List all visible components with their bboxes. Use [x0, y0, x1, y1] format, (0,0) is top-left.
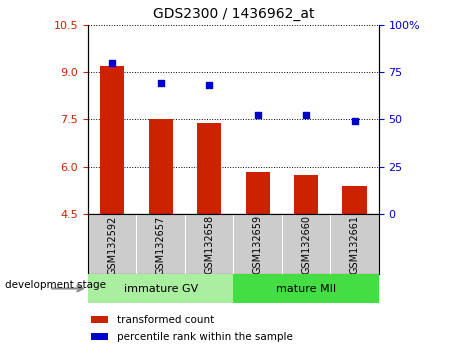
- Bar: [148, 119, 173, 214]
- Text: GSM132660: GSM132660: [301, 215, 311, 274]
- Text: GSM132592: GSM132592: [107, 215, 117, 275]
- Bar: [342, 186, 367, 214]
- Text: GSM132661: GSM132661: [350, 215, 359, 274]
- Point: [109, 60, 116, 65]
- Title: GDS2300 / 1436962_at: GDS2300 / 1436962_at: [152, 7, 314, 21]
- Point: [206, 82, 213, 87]
- Bar: [91, 316, 108, 323]
- Bar: [88, 274, 234, 303]
- Bar: [91, 333, 108, 340]
- Bar: [245, 172, 270, 214]
- Text: GSM132658: GSM132658: [204, 215, 214, 274]
- Point: [254, 112, 261, 118]
- Bar: [100, 66, 124, 214]
- Text: percentile rank within the sample: percentile rank within the sample: [117, 332, 293, 342]
- Bar: [234, 274, 379, 303]
- Text: GSM132657: GSM132657: [156, 215, 166, 275]
- Text: immature GV: immature GV: [124, 284, 198, 293]
- Text: GSM132659: GSM132659: [253, 215, 262, 274]
- Point: [351, 118, 358, 124]
- Point: [303, 112, 310, 118]
- Bar: [294, 175, 318, 214]
- Text: transformed count: transformed count: [117, 315, 214, 325]
- Bar: [197, 122, 221, 214]
- Point: [157, 80, 164, 86]
- Text: development stage: development stage: [5, 280, 106, 290]
- Text: mature MII: mature MII: [276, 284, 336, 293]
